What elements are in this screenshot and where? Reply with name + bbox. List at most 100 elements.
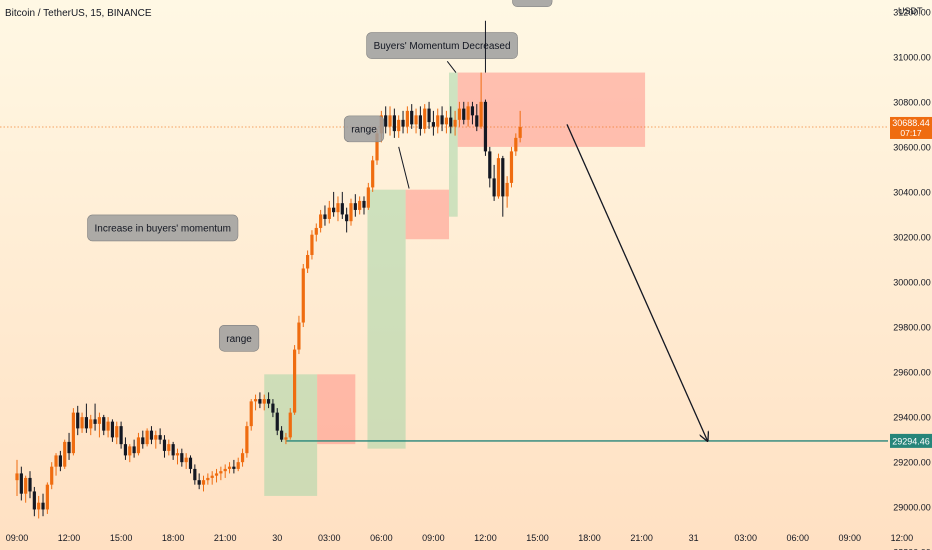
price-axis[interactable]: 31400.0031200.0031000.0030800.0030600.00…: [893, 0, 931, 550]
candle[interactable]: [132, 439, 136, 458]
candle[interactable]: [32, 486, 36, 517]
candle[interactable]: [336, 196, 340, 222]
candle[interactable]: [193, 464, 197, 485]
candle[interactable]: [301, 263, 305, 328]
candle[interactable]: [110, 419, 115, 442]
candle[interactable]: [240, 448, 245, 467]
candle[interactable]: [245, 421, 249, 458]
candle[interactable]: [371, 155, 375, 192]
candle[interactable]: [410, 104, 414, 129]
candle[interactable]: [319, 209, 323, 233]
candle[interactable]: [167, 439, 171, 456]
candle[interactable]: [509, 146, 514, 188]
candle[interactable]: [327, 200, 331, 224]
candle[interactable]: [63, 439, 67, 469]
candle[interactable]: [457, 101, 462, 127]
candle[interactable]: [444, 110, 449, 134]
candle[interactable]: [154, 430, 158, 449]
candle[interactable]: [89, 414, 93, 436]
candle[interactable]: [149, 426, 154, 445]
candle[interactable]: [427, 101, 431, 129]
candle[interactable]: [284, 432, 288, 445]
candle[interactable]: [71, 408, 75, 456]
annotation-box[interactable]: [87, 214, 239, 242]
candle[interactable]: [184, 453, 188, 469]
candle[interactable]: [115, 421, 119, 445]
candle[interactable]: [423, 104, 427, 134]
candle[interactable]: [362, 196, 366, 215]
candle[interactable]: [206, 473, 210, 485]
candle[interactable]: [80, 412, 84, 433]
candle[interactable]: [314, 223, 318, 242]
candle[interactable]: [271, 399, 275, 418]
candle[interactable]: [345, 207, 349, 233]
candle[interactable]: [496, 153, 501, 199]
candle[interactable]: [258, 392, 262, 409]
candle[interactable]: [210, 471, 214, 485]
candle[interactable]: [310, 230, 314, 260]
candle[interactable]: [514, 133, 518, 156]
candle[interactable]: [518, 110, 522, 143]
candle[interactable]: [15, 459, 19, 496]
candle[interactable]: [201, 475, 206, 492]
projection-arrow[interactable]: [566, 124, 708, 441]
candle[interactable]: [58, 450, 62, 472]
candle[interactable]: [223, 464, 227, 478]
candle[interactable]: [145, 428, 149, 447]
annotation-box[interactable]: [512, 0, 553, 8]
candle[interactable]: [262, 394, 266, 411]
time-axis[interactable]: 09:00 12:00 15:00 18:00 21:00 30 03:00 06:00 09:…: [6, 533, 913, 543]
candle[interactable]: [349, 198, 353, 226]
candle[interactable]: [28, 471, 32, 499]
candle[interactable]: [353, 194, 357, 217]
candle[interactable]: [141, 430, 145, 449]
candle[interactable]: [279, 426, 284, 442]
candle[interactable]: [462, 101, 466, 125]
candle[interactable]: [54, 453, 58, 476]
candle[interactable]: [106, 417, 110, 438]
candle[interactable]: [293, 345, 297, 415]
candle[interactable]: [414, 108, 418, 134]
annotation-box[interactable]: [218, 324, 260, 352]
candle[interactable]: [332, 191, 336, 217]
candle[interactable]: [397, 115, 401, 138]
candle[interactable]: [84, 403, 88, 433]
candle[interactable]: [288, 408, 292, 440]
candles-layer[interactable]: [15, 72, 522, 519]
candle[interactable]: [188, 455, 193, 474]
candle[interactable]: [253, 394, 258, 411]
candle[interactable]: [219, 466, 223, 481]
candle[interactable]: [392, 108, 396, 138]
candle[interactable]: [197, 473, 201, 490]
candle[interactable]: [214, 468, 219, 483]
candle[interactable]: [501, 155, 505, 217]
candle[interactable]: [384, 106, 388, 134]
candle[interactable]: [171, 441, 175, 460]
candle[interactable]: [249, 399, 253, 431]
candle[interactable]: [232, 459, 236, 474]
candle[interactable]: [470, 101, 475, 125]
candle[interactable]: [41, 493, 45, 517]
candle[interactable]: [306, 250, 310, 273]
candle[interactable]: [24, 475, 28, 503]
annotation-box[interactable]: [343, 115, 385, 143]
candle[interactable]: [492, 164, 496, 201]
annotation-box[interactable]: [366, 32, 518, 59]
candle[interactable]: [227, 462, 232, 474]
candle[interactable]: [37, 495, 41, 519]
candle[interactable]: [340, 191, 344, 219]
candle[interactable]: [466, 101, 470, 127]
candle[interactable]: [158, 428, 162, 445]
candle[interactable]: [76, 405, 80, 436]
candle[interactable]: [505, 176, 509, 208]
candle[interactable]: [236, 457, 240, 472]
candle[interactable]: [175, 448, 180, 465]
candle[interactable]: [162, 435, 167, 458]
candle[interactable]: [266, 392, 271, 409]
candle[interactable]: [405, 106, 409, 134]
candle[interactable]: [123, 437, 128, 460]
annotations-layer[interactable]: range Increase in buyers' momentum range Bu…: [87, 0, 708, 441]
candle[interactable]: [436, 108, 440, 134]
candle[interactable]: [180, 448, 184, 467]
